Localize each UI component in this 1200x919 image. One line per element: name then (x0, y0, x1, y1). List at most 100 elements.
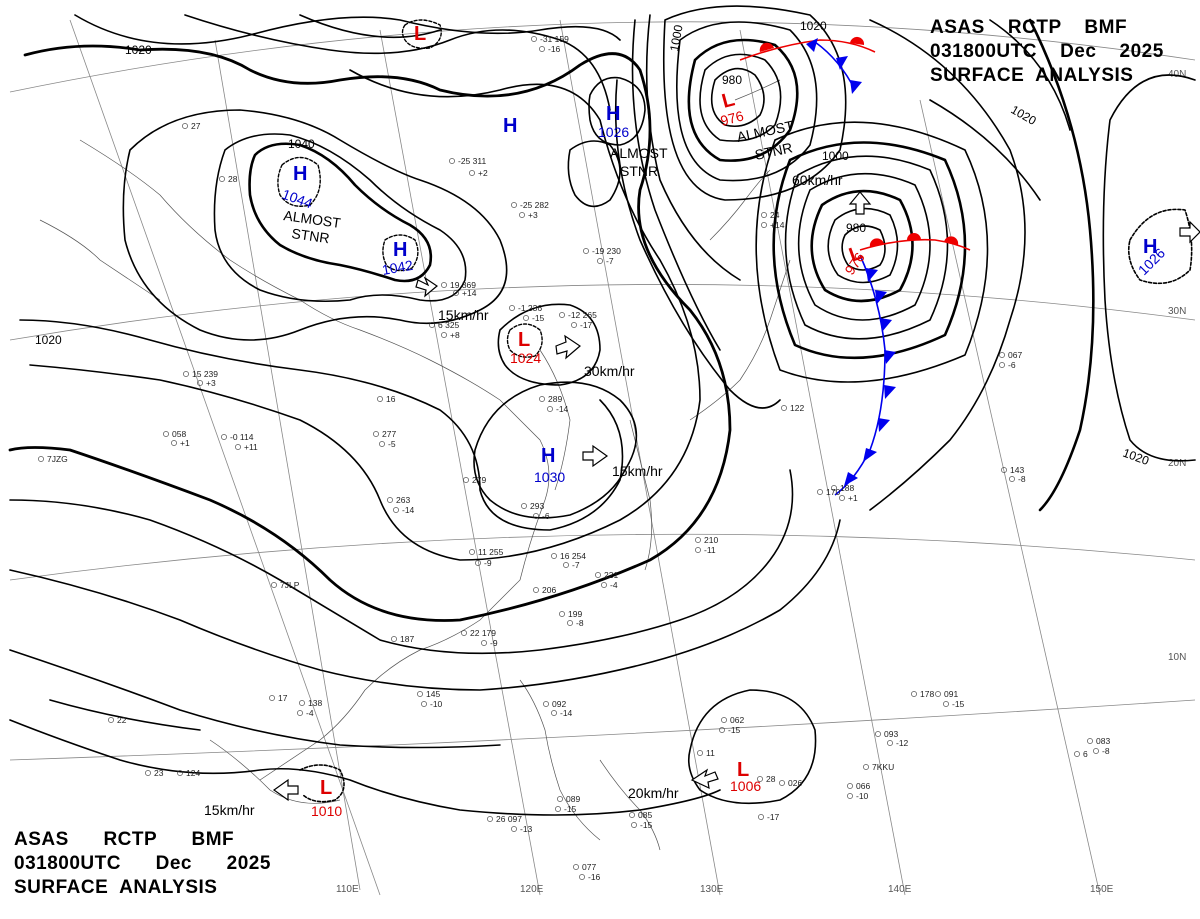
station-circle (475, 560, 481, 566)
map-header: ASAS RCTP BMF 031800UTC Dec 2025 SURFACE… (930, 16, 1164, 88)
station-circle (779, 780, 785, 786)
station-circle (171, 440, 177, 446)
station-circle (163, 431, 169, 437)
footer-line-1: ASAS RCTP BMF (14, 829, 235, 850)
station-report: 206 (542, 585, 556, 595)
cold-front-triangle (884, 350, 896, 364)
station-report: -16 (548, 44, 561, 54)
station-circle (595, 572, 601, 578)
station-circle (758, 814, 764, 820)
station-report: -25 311 (458, 156, 486, 166)
cold-front-triangle (863, 448, 877, 462)
station-circle (469, 170, 475, 176)
cold-front-triangle (880, 318, 892, 332)
cold-front-triangle (806, 38, 818, 52)
station-report: -15 (640, 820, 653, 830)
station-circle (487, 816, 493, 822)
station-circle (511, 202, 517, 208)
movement-speed: 30km/hr (584, 363, 635, 379)
header-line-3: SURFACE ANALYSIS (930, 65, 1134, 86)
station-circle (943, 701, 949, 707)
station-report: +1 (848, 493, 858, 503)
station-report: -11 (704, 545, 716, 555)
warm-front-north (739, 39, 876, 61)
station-report: -14 (560, 708, 573, 718)
station-circle (461, 630, 467, 636)
station-report: 293 (530, 501, 544, 511)
station-report: 066 (856, 781, 870, 791)
station-circle (935, 691, 941, 697)
station-circle (757, 776, 763, 782)
station-report: -7 (606, 256, 614, 266)
stationary-notes: ALMOST STNR ALMOST STNR ALMOST STNR (283, 117, 796, 246)
station-circle (533, 587, 539, 593)
lat-lon-grid (9, 19, 1196, 896)
station-report: 6 (1083, 749, 1088, 759)
station-report: -6 (542, 511, 550, 521)
station-report: -7 (572, 560, 580, 570)
station-circle (269, 695, 275, 701)
station-circle (271, 582, 277, 588)
station-circle (555, 806, 561, 812)
station-reports: -31 159-16-25 311+2-25 282+3-19 230-7-12… (38, 34, 1110, 882)
isobar-label: 1000 (667, 23, 685, 52)
station-circle (831, 485, 837, 491)
cold-front-triangle (844, 472, 858, 486)
isobar-label: 1020 (800, 19, 827, 33)
low-center-letter: L (320, 777, 332, 799)
station-circle (695, 547, 701, 553)
station-report: -8 (1102, 746, 1110, 756)
station-report: 279 (472, 475, 486, 485)
isobar-label: 1000 (822, 149, 849, 163)
station-circle (511, 826, 517, 832)
cold-front-triangle (866, 268, 878, 282)
station-report: -31 159 (540, 34, 569, 44)
station-report: 7JLP (280, 580, 300, 590)
station-circle (429, 322, 435, 328)
warm-front-semicircle (759, 42, 774, 52)
station-report: 28 (228, 174, 238, 184)
station-circle (573, 864, 579, 870)
station-report: -12 265 (568, 310, 597, 320)
isobar-label: 1020 (125, 43, 152, 57)
station-circle (379, 441, 385, 447)
station-report: 22 179 (470, 628, 496, 638)
high-center-letter: H (393, 239, 407, 261)
station-circle (761, 222, 767, 228)
station-report: -8 (576, 618, 584, 628)
isobar-label: 1020 (35, 333, 62, 347)
station-report: -14 (556, 404, 569, 414)
cold-front-triangle (878, 418, 890, 432)
station-circle (1074, 751, 1080, 757)
isobar-label: 980 (722, 73, 742, 87)
station-report: -15 (532, 313, 545, 323)
warm-front-semicircle (869, 238, 884, 247)
high-center-letter: H (541, 445, 555, 467)
high-center-letter: H (503, 115, 517, 137)
lon-label-140: 140E (888, 884, 912, 895)
move-arrow (1179, 220, 1200, 244)
station-report: 026 (788, 778, 802, 788)
station-report: 188 (840, 483, 854, 493)
station-report: 092 (552, 699, 566, 709)
station-report: +1 (180, 438, 190, 448)
station-circle (631, 822, 637, 828)
station-report: +2 (478, 168, 488, 178)
isobar-label: 980 (846, 221, 866, 235)
lat-label-40: 40N (1168, 69, 1186, 80)
station-report: -1 236 (518, 303, 542, 313)
station-report: 143 (1010, 465, 1024, 475)
isobar-label: 1040 (288, 137, 315, 151)
move-arrow (415, 276, 439, 298)
station-circle (1087, 738, 1093, 744)
station-circle (523, 315, 529, 321)
station-circle (911, 691, 917, 697)
station-report: 17 (278, 693, 288, 703)
cold-front-triangle (850, 80, 862, 94)
station-report: -4 (306, 708, 314, 718)
station-report: 058 (172, 429, 186, 439)
station-circle (721, 717, 727, 723)
warm-front-semicircle (944, 236, 959, 245)
station-circle (1009, 476, 1015, 482)
